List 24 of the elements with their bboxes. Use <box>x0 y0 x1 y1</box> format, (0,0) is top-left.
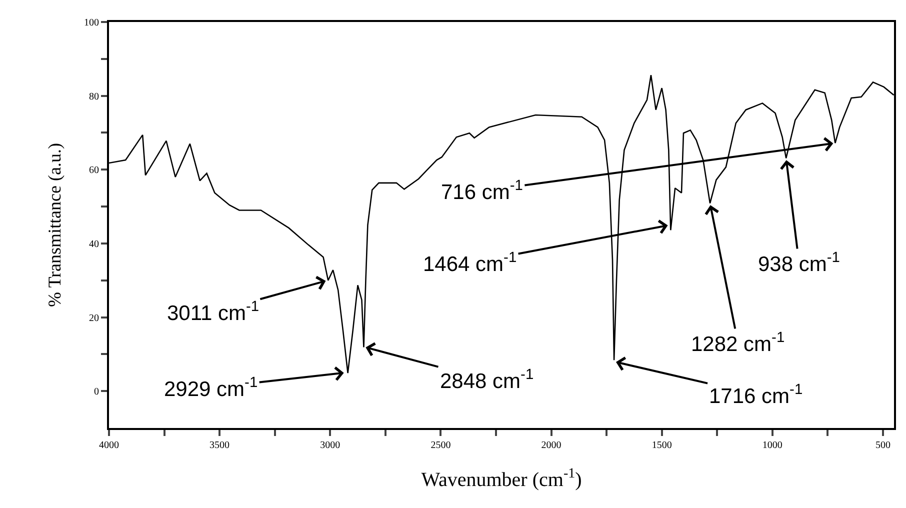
x-tick-label: 3500 <box>210 440 230 451</box>
y-tick-label: 60 <box>89 165 99 176</box>
annotation: 3011 cm$^{-1}$ <box>167 299 260 325</box>
annotation: 716 cm$^{-1}$ <box>441 178 523 204</box>
y-tick-label: 100 <box>84 18 99 28</box>
annotation: 1282 cm$^{-1}$ <box>691 330 785 356</box>
annotation: 2848 cm$^{-1}$ <box>440 367 534 393</box>
annotation: 938 cm$^{-1}$ <box>758 250 840 276</box>
y-tick-label: 80 <box>89 91 99 102</box>
x-tick-label: 1500 <box>652 440 672 451</box>
x-axis-title: Wavenumber (cm$^{-1}$) <box>421 466 582 491</box>
x-tick-label: 1000 <box>762 440 782 451</box>
y-tick-label: 20 <box>89 312 99 324</box>
x-tick-label: 500 <box>875 440 890 451</box>
annotation: 1716 cm$^{-1}$ <box>709 382 803 408</box>
y-axis-title: % Transmittance (a.u.) <box>44 143 65 307</box>
y-tick-label: 40 <box>89 238 99 250</box>
x-tick-label: 2000 <box>541 440 562 451</box>
y-tick-label: 0 <box>94 386 99 398</box>
x-tick-label: 4000 <box>99 440 119 451</box>
x-tick-label: 3000 <box>320 440 340 451</box>
annotation: 2929 cm$^{-1}$ <box>164 375 258 401</box>
x-tick-label: 2500 <box>430 440 451 451</box>
annotation: 1464 cm$^{-1}$ <box>423 250 517 276</box>
